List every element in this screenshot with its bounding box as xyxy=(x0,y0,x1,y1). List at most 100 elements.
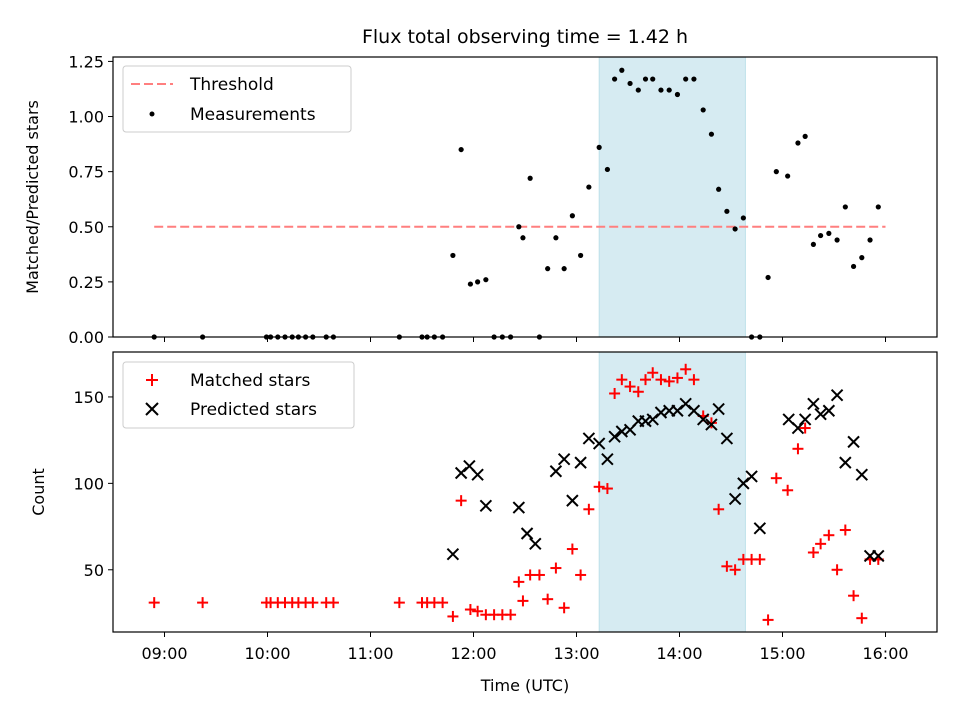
legend-predicted-swatch xyxy=(145,402,159,416)
data-point xyxy=(823,529,835,541)
data-point xyxy=(545,266,551,272)
data-point xyxy=(542,593,554,605)
data-point xyxy=(791,421,805,435)
data-point xyxy=(807,546,819,558)
panel-top-legend: Threshold Measurements xyxy=(122,65,352,133)
y-tick-label: 1.25 xyxy=(68,52,104,71)
x-tick-label: 10:00 xyxy=(244,644,290,663)
data-point xyxy=(728,492,742,506)
data-point xyxy=(708,131,715,137)
data-point xyxy=(666,87,672,93)
data-point xyxy=(753,522,767,535)
x-tick-label: 12:00 xyxy=(450,644,496,663)
data-point xyxy=(517,595,529,607)
data-point xyxy=(505,609,517,621)
data-point xyxy=(867,237,873,243)
data-point xyxy=(842,204,848,210)
data-point xyxy=(700,107,706,113)
y-tick-label: 0.50 xyxy=(68,218,104,237)
measurements-series xyxy=(151,67,881,340)
data-point xyxy=(688,374,700,386)
data-point xyxy=(446,548,460,561)
data-point xyxy=(471,468,484,481)
data-point xyxy=(475,279,481,285)
y-tick-label: 50 xyxy=(84,561,104,580)
data-point xyxy=(512,501,526,514)
data-point xyxy=(674,91,681,98)
data-point xyxy=(691,76,697,82)
data-point xyxy=(815,538,827,550)
data-point xyxy=(627,80,633,87)
data-point xyxy=(561,266,567,272)
data-point xyxy=(533,569,545,581)
data-point xyxy=(782,484,794,496)
data-point xyxy=(549,465,563,478)
data-point xyxy=(148,597,160,609)
data-point xyxy=(754,553,766,565)
data-point xyxy=(729,564,741,576)
data-point xyxy=(553,235,559,241)
data-point xyxy=(635,87,641,93)
data-point xyxy=(596,144,602,150)
data-point xyxy=(814,408,827,421)
data-point xyxy=(650,76,656,82)
x-tick-label: 09:00 xyxy=(141,644,187,663)
data-point xyxy=(197,597,209,609)
data-point xyxy=(859,255,865,261)
data-point xyxy=(773,169,779,175)
data-point xyxy=(524,569,536,581)
data-point xyxy=(520,235,526,241)
data-point xyxy=(455,495,467,507)
data-point xyxy=(831,564,843,576)
panel-bottom-legend-box xyxy=(122,361,355,429)
data-point xyxy=(658,87,664,93)
data-point xyxy=(850,263,857,270)
data-point xyxy=(464,604,476,616)
panel-bottom-frame xyxy=(112,351,938,633)
data-point xyxy=(642,76,649,82)
panel-bottom-y-ticks: 50 100 150 xyxy=(73,388,113,580)
panel-top-y-ticks: 0.00 0.25 0.50 0.75 1.00 1.25 xyxy=(68,52,113,347)
data-point xyxy=(640,374,652,386)
data-point xyxy=(601,452,614,466)
legend-threshold-label: Threshold xyxy=(189,75,274,95)
data-point xyxy=(619,67,625,73)
data-point xyxy=(513,576,525,588)
data-point xyxy=(632,386,644,398)
x-tick-label: 14:00 xyxy=(656,644,702,663)
data-point xyxy=(834,237,840,243)
legend-predicted-label: Predicted stars xyxy=(190,400,317,420)
panel-ratio: 0.00 0.25 0.50 0.75 1.00 1.25 Matched/Predict… xyxy=(23,52,938,347)
data-point xyxy=(472,605,484,617)
data-point xyxy=(558,602,570,614)
panel-top-shaded-interval xyxy=(598,56,746,338)
predicted-stars-series xyxy=(446,389,885,563)
data-point xyxy=(848,590,860,602)
data-point xyxy=(713,503,725,515)
x-tick-label: 11:00 xyxy=(347,644,393,663)
legend-measurements-swatch xyxy=(149,111,155,117)
data-point xyxy=(608,430,621,443)
data-point xyxy=(527,175,533,181)
data-point xyxy=(483,277,489,283)
data-point xyxy=(810,241,817,248)
data-point xyxy=(802,133,808,139)
data-point xyxy=(856,612,868,624)
data-point xyxy=(712,402,725,416)
data-point xyxy=(696,413,710,426)
data-point xyxy=(458,146,464,153)
data-point xyxy=(716,186,722,192)
data-point xyxy=(830,389,844,402)
panel-bottom-y-label: Count xyxy=(29,468,48,516)
data-point xyxy=(721,560,733,572)
panel-top-legend-box xyxy=(122,65,352,133)
data-point xyxy=(447,610,459,622)
x-tick-label: 13:00 xyxy=(553,644,599,663)
panel-bottom-shaded-interval xyxy=(598,351,746,633)
data-point xyxy=(818,232,824,239)
data-point xyxy=(655,374,667,386)
x-tick-label: 15:00 xyxy=(759,644,805,663)
data-point xyxy=(450,252,456,259)
data-point xyxy=(847,435,860,449)
data-point xyxy=(663,375,675,387)
